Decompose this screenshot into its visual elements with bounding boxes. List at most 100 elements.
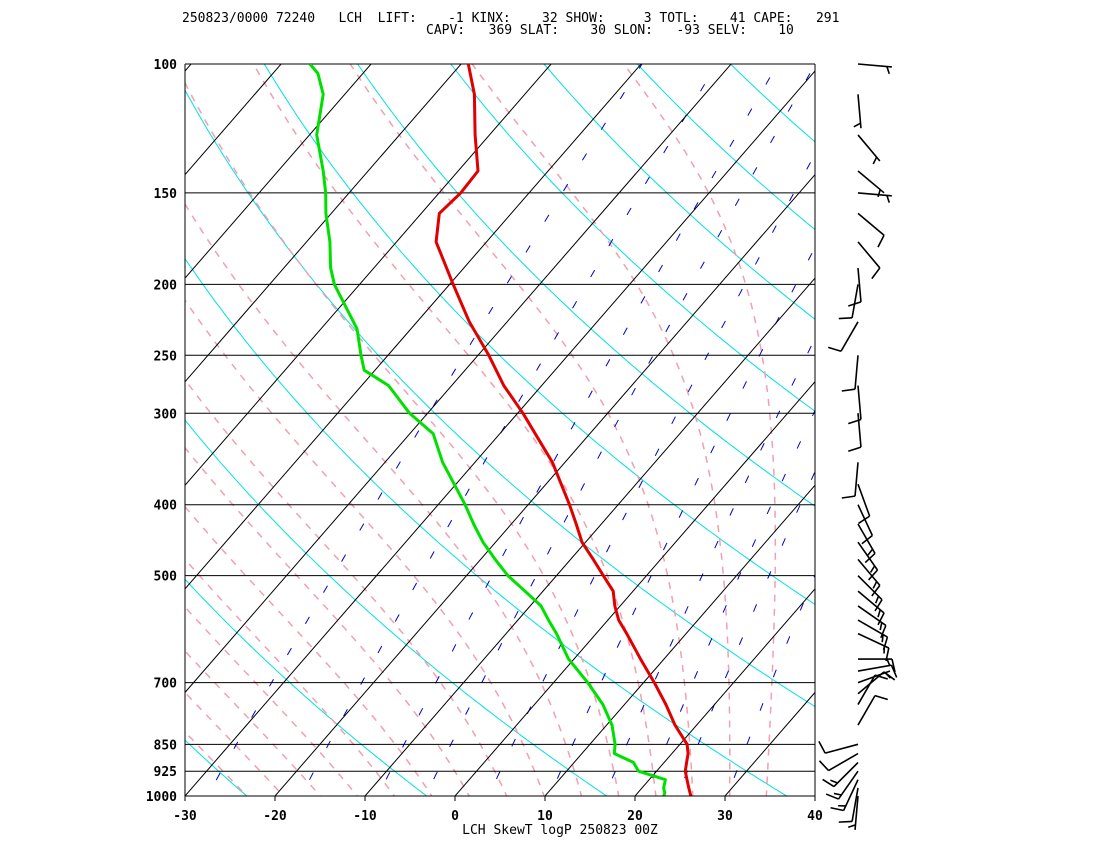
wind-barb-staff xyxy=(858,242,880,268)
isotherm xyxy=(0,48,25,812)
x-tick-label: 30 xyxy=(717,809,733,824)
wind-barb-feather xyxy=(871,566,875,572)
wind-barb-staff xyxy=(855,355,858,389)
wind-barb-feather xyxy=(839,821,852,822)
wind-barb-staff xyxy=(852,284,858,317)
wind-barb xyxy=(848,413,861,451)
mixing-ratio-line xyxy=(598,64,955,812)
pressure-label-700: 700 xyxy=(154,677,178,692)
moist-adiabat xyxy=(0,48,297,812)
dry-adiabat xyxy=(1010,64,1120,812)
wind-barb-feather xyxy=(830,780,837,783)
wind-barb xyxy=(858,213,884,247)
wind-barb-feather xyxy=(819,741,825,753)
wind-barb-feather xyxy=(875,696,888,700)
wind-barb-feather xyxy=(887,67,889,74)
wind-barb-staff xyxy=(841,322,858,351)
wind-barb-feather xyxy=(876,596,879,603)
wind-barb-feather xyxy=(878,190,880,197)
dry-adiabat xyxy=(0,64,265,812)
dry-adiabat xyxy=(0,64,630,812)
isotherm xyxy=(172,48,836,812)
pressure-label-1000: 1000 xyxy=(146,790,177,805)
wind-barb-staff xyxy=(858,484,870,516)
pressure-label-100: 100 xyxy=(154,58,178,73)
wind-barb-feather xyxy=(826,794,838,799)
moist-adiabat xyxy=(0,48,262,812)
wind-barb-feather xyxy=(880,623,882,630)
wind-barb-feather xyxy=(868,549,873,555)
pressure-label-850: 850 xyxy=(154,738,178,753)
isotherm xyxy=(82,48,746,812)
moist-adiabat xyxy=(0,48,405,812)
wind-barb-feather xyxy=(848,825,855,827)
wind-barb-staff xyxy=(858,135,880,161)
moist-adiabat xyxy=(611,48,775,812)
mixing-ratio-line xyxy=(639,64,986,812)
dry-adiabat xyxy=(264,64,1120,812)
isotherm xyxy=(622,48,1120,812)
wind-barb xyxy=(842,462,858,498)
pressure-label-300: 300 xyxy=(154,407,178,422)
x-tick-label: 20 xyxy=(627,809,643,824)
dewpoint-profile xyxy=(310,64,666,796)
wind-barb-feather xyxy=(887,195,889,202)
wind-barb-feather xyxy=(839,318,852,319)
wind-barb-feather xyxy=(873,157,876,164)
dry-adiabat xyxy=(637,64,1120,812)
mixing-ratio-line xyxy=(370,64,778,812)
isotherm xyxy=(442,48,1106,812)
dry-adiabat xyxy=(358,64,1120,812)
isotherm xyxy=(0,48,115,812)
pressure-label-250: 250 xyxy=(154,349,178,364)
wind-barb-feather xyxy=(834,793,841,795)
wind-barb-feather xyxy=(848,447,861,451)
wind-barb xyxy=(858,559,880,596)
wind-barb xyxy=(858,524,875,563)
isotherm xyxy=(262,48,926,812)
moist-adiabat xyxy=(7,48,513,812)
wind-barb xyxy=(823,763,858,787)
isotherm xyxy=(0,48,565,812)
mixing-ratio-line xyxy=(293,64,717,812)
wind-barb-staff xyxy=(858,505,872,536)
wind-barb-feather xyxy=(873,582,876,589)
wind-barb-staff xyxy=(858,193,892,196)
moist-adiabat xyxy=(105,48,586,812)
wind-barb-staff xyxy=(858,665,891,671)
wind-barb xyxy=(839,788,858,822)
wind-barb-feather xyxy=(842,496,855,498)
mixing-ratio-line xyxy=(418,64,815,812)
wind-barb-feather xyxy=(878,235,884,247)
wind-barb-staff xyxy=(858,559,880,585)
wind-barb-staff xyxy=(825,744,858,753)
dry-adiabat xyxy=(0,64,447,812)
isotherm xyxy=(802,48,1120,812)
wind-barb-feather xyxy=(831,808,844,811)
dry-adiabat xyxy=(731,64,1120,812)
moist-adiabat xyxy=(0,48,334,812)
wind-barb xyxy=(819,741,858,753)
wind-barbs xyxy=(819,64,897,830)
moist-adiabat xyxy=(168,48,622,812)
wind-barb-feather xyxy=(828,347,841,351)
wind-barb-staff xyxy=(858,213,884,235)
wind-barb xyxy=(854,94,861,128)
wind-barb-feather xyxy=(872,268,880,279)
wind-barb xyxy=(858,242,880,279)
dry-adiabat xyxy=(451,64,1120,812)
isotherm xyxy=(0,48,475,812)
isotherm xyxy=(0,48,655,812)
dry-adiabat xyxy=(544,64,1120,812)
sounding-profiles xyxy=(310,64,691,796)
wind-barb-staff xyxy=(844,780,858,811)
x-tick-label: 10 xyxy=(537,809,553,824)
dry-adiabat xyxy=(824,64,1120,812)
pressure-label-150: 150 xyxy=(154,187,178,202)
wind-barb-feather xyxy=(819,761,828,771)
wind-barb-feather xyxy=(878,610,880,617)
isotherm xyxy=(532,48,1120,812)
pressure-label-925: 925 xyxy=(154,765,177,780)
